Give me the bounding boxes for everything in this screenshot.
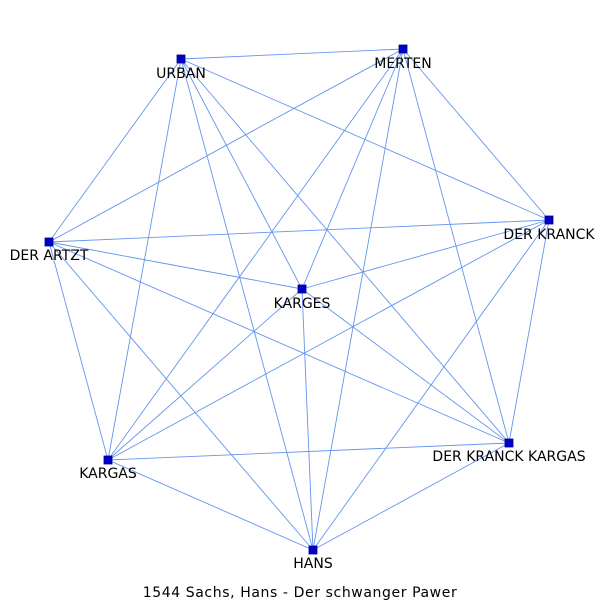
edge-urban-merten <box>180 48 404 60</box>
node-merten: MERTEN <box>374 44 432 72</box>
node-label: URBAN <box>156 66 206 82</box>
edge-karges-der-kranck-kargas <box>301 288 510 444</box>
node-label: MERTEN <box>374 56 432 72</box>
node-kargas: KARGAS <box>79 455 137 482</box>
node-label: DER ARTZT <box>10 248 89 264</box>
edge-kargas-der-kranck-kargas <box>107 442 510 461</box>
edge-merten-kargas <box>107 48 404 461</box>
edge-der-artzt-karges <box>48 241 303 290</box>
edge-urban-karges <box>180 58 303 290</box>
node-der-artzt: DER ARTZT <box>10 237 89 264</box>
node-marker <box>544 215 554 225</box>
node-label: HANS <box>293 556 333 572</box>
edge-der-artzt-der-kranck-kargas <box>48 241 510 444</box>
edge-urban-hans <box>180 58 314 551</box>
node-label: KARGES <box>274 296 331 312</box>
edge-urban-der-kranck-kargas <box>180 58 510 444</box>
edge-der-kranck-der-kranck-kargas <box>508 219 550 444</box>
node-marker <box>44 237 54 247</box>
edge-der-kranck-kargas <box>107 219 550 461</box>
graph-caption: 1544 Sachs, Hans - Der schwanger Pawer <box>143 585 458 600</box>
node-label: DER KRANCK KARGAS <box>432 449 585 465</box>
edge-karges-kargas <box>107 288 303 461</box>
node-marker <box>398 44 408 54</box>
node-der-kranck: DER KRANCK <box>503 215 595 243</box>
node-marker <box>103 455 113 465</box>
edge-urban-der-artzt <box>48 58 182 243</box>
node-marker <box>308 545 318 555</box>
edge-karges-hans <box>301 288 314 551</box>
edge-hans-der-kranck-kargas <box>312 442 510 551</box>
node-der-kranck-kargas: DER KRANCK KARGAS <box>432 438 586 465</box>
node-marker <box>504 438 514 448</box>
edges-layer <box>48 48 550 551</box>
node-marker <box>176 54 186 64</box>
edge-merten-hans <box>312 48 404 551</box>
edge-kargas-hans <box>107 459 314 551</box>
edge-der-artzt-der-kranck <box>48 219 550 243</box>
node-label: DER KRANCK <box>503 227 595 243</box>
edge-merten-der-kranck <box>402 48 550 221</box>
node-urban: URBAN <box>156 54 206 82</box>
edge-merten-karges <box>301 48 404 290</box>
node-hans: HANS <box>293 545 333 572</box>
edge-der-artzt-kargas <box>48 241 109 461</box>
node-label: KARGAS <box>79 466 137 482</box>
node-karges: KARGES <box>274 284 331 312</box>
nodes-layer: URBAN MERTEN DER KRANCK DER ARTZT KARGES DER … <box>10 44 595 572</box>
edge-der-kranck-karges <box>301 219 550 290</box>
node-marker <box>297 284 307 294</box>
edge-merten-der-artzt <box>48 48 404 243</box>
